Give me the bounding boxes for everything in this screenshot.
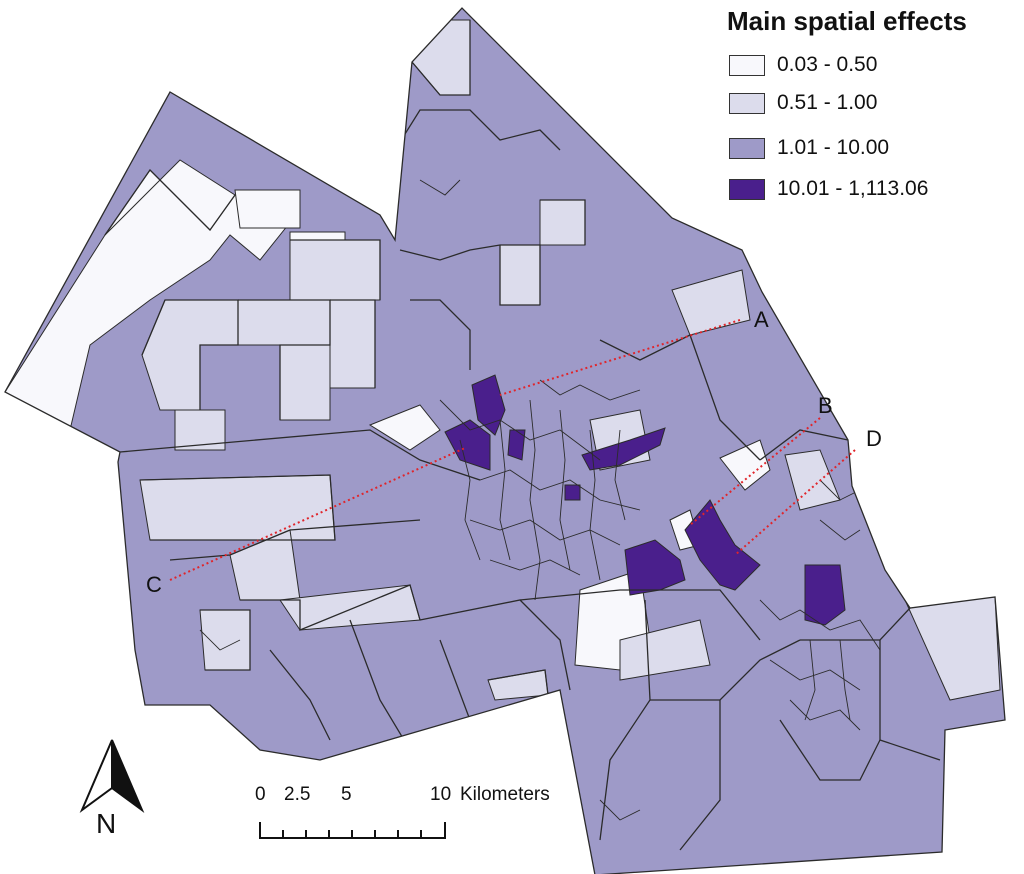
legend-swatch-1 [729, 92, 765, 114]
callout-label-a: A [754, 307, 769, 332]
legend-label-1: 0.51 - 1.00 [777, 91, 878, 114]
callout-lines [169, 319, 856, 581]
callout-label-d: D [866, 426, 882, 451]
district-boundaries [104, 20, 941, 851]
callout-line-b [689, 417, 821, 526]
study-area-outline [4, 7, 1006, 874]
scale-tick-label-0: 0 [255, 784, 266, 805]
scale-tick-label-1: 2.5 [284, 784, 311, 805]
callout-label-c: C [146, 572, 162, 597]
legend-title: Main spatial effects [727, 6, 967, 36]
class-3-regions [444, 374, 846, 626]
urban-core-boundaries [199, 179, 881, 821]
legend-item-3: 10.01 - 1,113.06 [729, 176, 928, 202]
legend-item-1: 0.51 - 1.00 [729, 90, 877, 116]
scale-bar-ruler [259, 822, 446, 839]
legend-label-3: 10.01 - 1,113.06 [777, 177, 929, 200]
callout-line-c [169, 447, 466, 581]
legend-swatch-0 [729, 54, 765, 76]
legend-item-2: 1.01 - 10.00 [729, 135, 889, 161]
scale-tick-label-3: 10 [430, 784, 452, 805]
scale-tick-label-2: 5 [341, 784, 352, 805]
legend-label-2: 1.01 - 10.00 [777, 136, 890, 159]
scale-bar: 0 2.5 5 10 Kilometers [255, 784, 555, 844]
legend-item-0: 0.03 - 0.50 [729, 52, 877, 78]
north-arrow-label: N [96, 808, 117, 839]
callout-label-b: B [818, 393, 833, 418]
legend-label-0: 0.03 - 0.50 [777, 53, 878, 76]
north-arrow-icon [79, 739, 145, 813]
callout-line-a [499, 319, 741, 396]
scale-unit-label: Kilometers [460, 784, 550, 805]
legend-swatch-3 [729, 178, 765, 200]
legend-swatch-2 [729, 137, 765, 159]
callout-line-d [734, 449, 856, 556]
